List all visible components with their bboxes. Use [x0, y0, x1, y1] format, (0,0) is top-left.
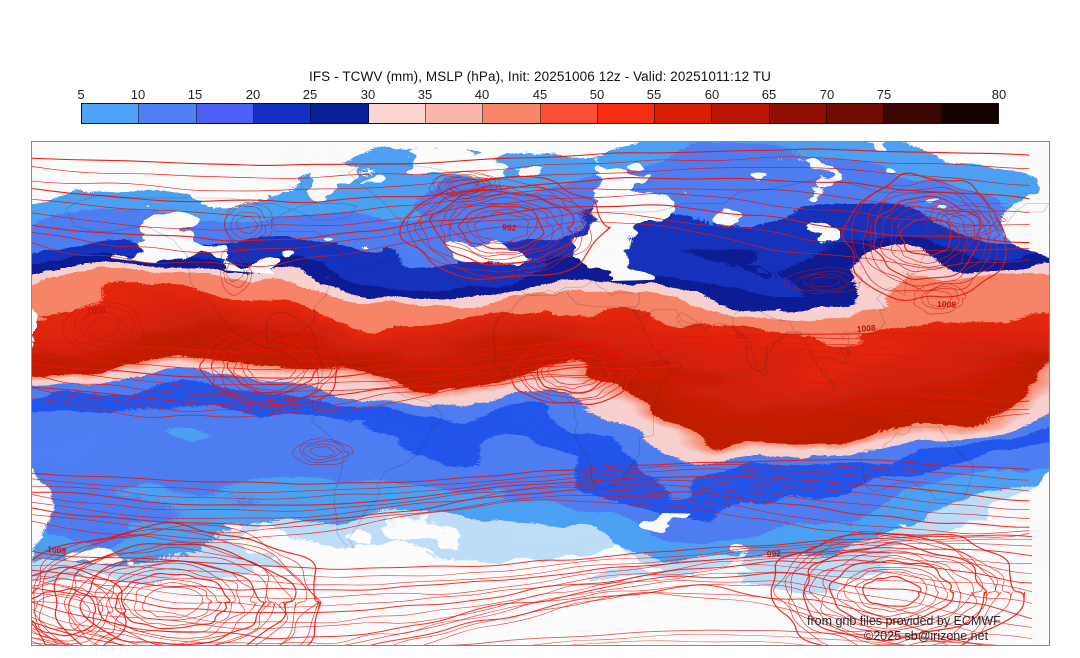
svg-text:992: 992 [502, 222, 517, 233]
svg-text:1008: 1008 [87, 305, 107, 316]
svg-text:1008: 1008 [47, 544, 67, 556]
svg-text:1008: 1008 [937, 299, 957, 310]
svg-text:992: 992 [766, 548, 781, 559]
